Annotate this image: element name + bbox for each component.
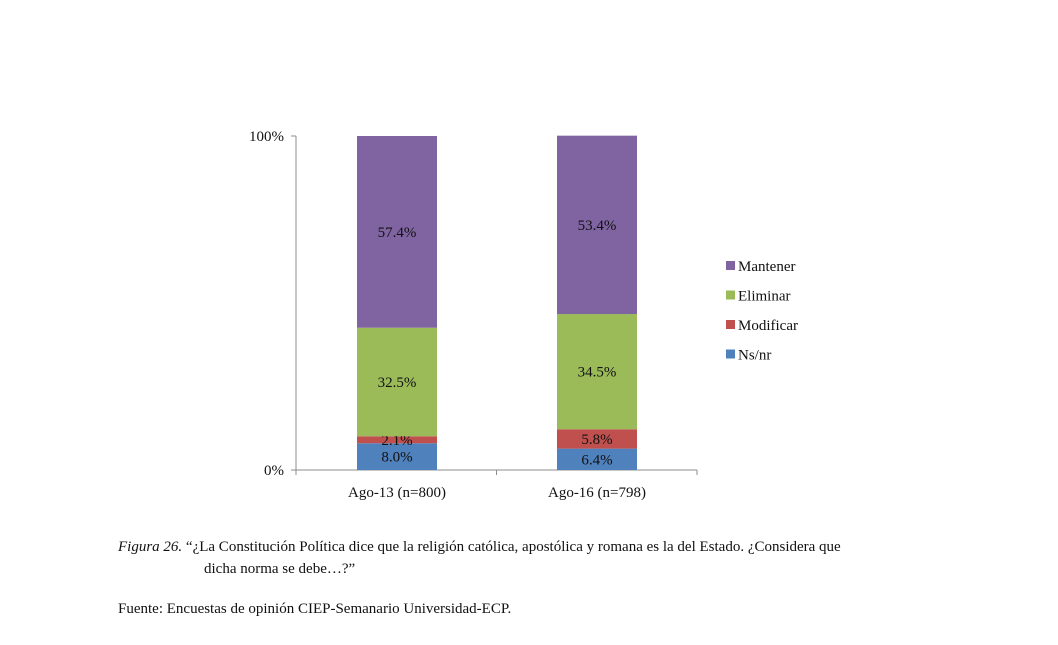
data-label: 6.4% [581,452,612,468]
stacked-bar-chart: 8.0%2.1% 32.5% 57.4% 6.4% 5.8% 34.5% 53.4% 0% 1… [249,129,798,501]
data-label: 34.5% [578,365,617,381]
chart-bars: 8.0%2.1% 32.5% 57.4% 6.4% 5.8% 34.5% 53.4% [357,135,637,470]
chart-legend: Mantener Eliminar Modificar Ns/nr [726,259,798,364]
figure-label: Figura 26. [118,539,183,555]
legend-swatch [726,261,735,270]
figure-caption: Figura 26. “¿La Constitución Política di… [118,536,958,580]
legend-swatch [726,349,735,359]
data-label: 53.4% [578,218,617,234]
y-tick-label: 100% [249,129,284,145]
data-label: 32.5% [378,375,417,391]
legend-entry: Modificar [738,318,798,334]
legend-entry: Mantener [738,259,795,275]
x-tick-label: Ago-16 (n=798) [548,485,646,501]
y-tick-label: 0% [264,463,284,479]
legend-swatch [726,290,735,300]
chart-tick-labels: 0% 100% Ago-13 (n=800) Ago-16 (n=798) [249,129,646,501]
data-label: 57.4% [378,225,417,241]
legend-entry: Ns/nr [738,348,771,364]
bar-segment-modificar [557,429,637,449]
caption-text-line2: dicha norma se debe…?” [204,561,356,577]
bar-segment-eliminar [357,327,437,437]
bar-segment-modificar [357,436,437,444]
bar-segment-ns-nr [557,448,637,470]
legend-entry: Eliminar [738,289,791,305]
legend-swatch [726,320,735,329]
caption-text-line1: “¿La Constitución Política dice que la r… [182,539,841,555]
bar-segment-ns-nr [357,443,437,470]
bar-segment-eliminar [557,314,637,430]
data-label: 8.0% [381,450,412,466]
data-label: 2.1% [381,433,412,449]
bar-segment-mantener [357,136,437,328]
source-note: Fuente: Encuestas de opinión CIEP-Semana… [118,601,512,617]
data-label: 5.8% [581,432,612,448]
x-tick-label: Ago-13 (n=800) [348,485,446,501]
bar-segment-mantener [557,135,637,315]
